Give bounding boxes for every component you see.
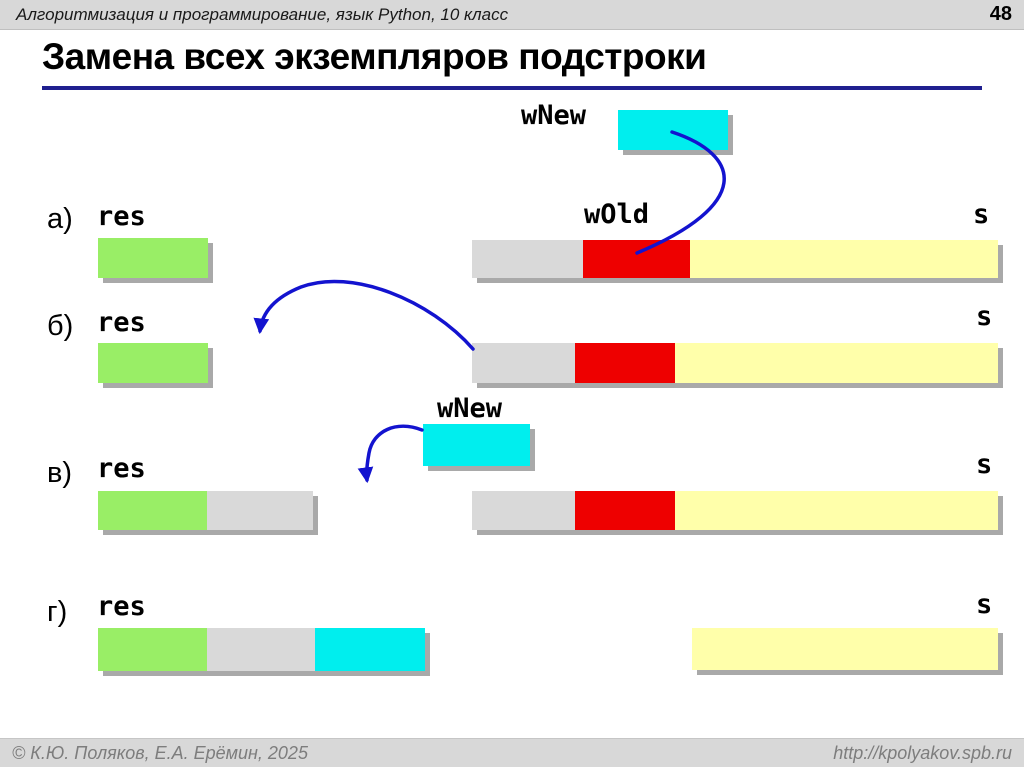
- row-v-s-wold-segment: [575, 491, 675, 530]
- wnew-top-box: [618, 110, 728, 150]
- row-v-s-label: s: [976, 449, 993, 480]
- row-b-res-box: [98, 343, 208, 383]
- arrow-s-to-res: [253, 279, 475, 351]
- row-b-letter: б): [47, 310, 74, 342]
- row-a-s-bar: [472, 240, 998, 278]
- header-band: Алгоритмизация и программирование, язык …: [0, 0, 1024, 30]
- row-a-res-green-segment: [98, 238, 208, 278]
- row-g-res-green-segment: [98, 628, 207, 671]
- row-b-s-gray-segment: [472, 343, 575, 383]
- wnew-mid-label: wNew: [437, 393, 503, 424]
- row-a-s-yellow-segment: [690, 240, 998, 278]
- row-b-s-bar: [472, 343, 998, 383]
- row-v-s-yellow-segment: [675, 491, 998, 530]
- row-g-s-yellow-segment: [692, 628, 998, 670]
- footer-band: © К.Ю. Поляков, Е.А. Ерёмин, 2025 http:/…: [0, 738, 1024, 767]
- row-g-s-bar: [692, 628, 998, 670]
- row-a-letter: а): [47, 203, 73, 235]
- row-b-s-wold-segment: [575, 343, 675, 383]
- row-g-res-gray-segment: [207, 628, 315, 671]
- row-g-s-label: s: [976, 589, 993, 620]
- row-g-res-box: [98, 628, 425, 671]
- row-a-res-label: res: [97, 201, 146, 232]
- row-v-s-gray-segment: [472, 491, 575, 530]
- page-title: Замена всех экземпляров подстроки: [42, 36, 707, 77]
- wnew-mid-segment: [423, 424, 530, 466]
- course-label: Алгоритмизация и программирование, язык …: [16, 5, 509, 24]
- row-v-res-box: [98, 491, 313, 530]
- row-g-letter: г): [47, 596, 68, 628]
- row-a-s-gray-segment: [472, 240, 583, 278]
- wnew-top-segment: [618, 110, 728, 150]
- title-underline: [42, 86, 982, 90]
- row-a-s-wold-segment: [583, 240, 690, 278]
- row-v-res-label: res: [97, 453, 146, 484]
- row-v-s-bar: [472, 491, 998, 530]
- site-url: http://kpolyakov.spb.ru: [833, 743, 1012, 763]
- copyright-label: © К.Ю. Поляков, Е.А. Ерёмин, 2025: [12, 743, 308, 763]
- row-a-s-label: s: [973, 199, 990, 230]
- row-b-s-yellow-segment: [675, 343, 998, 383]
- arrow-wnew-to-wold: [635, 130, 726, 255]
- row-g-res-cyan-segment: [315, 628, 425, 671]
- wnew-top-label: wNew: [521, 100, 587, 131]
- row-v-letter: в): [47, 457, 73, 489]
- wnew-mid-box: [423, 424, 530, 466]
- row-b-s-label: s: [976, 301, 993, 332]
- page-number: 48: [989, 3, 1012, 25]
- wold-label: wOld: [584, 199, 650, 230]
- arrow-wnew-to-res: [357, 424, 424, 484]
- row-g-res-label: res: [97, 591, 146, 622]
- row-b-res-green-segment: [98, 343, 208, 383]
- row-v-res-green-segment: [98, 491, 207, 530]
- row-a-res-box: [98, 238, 208, 278]
- row-b-res-label: res: [97, 307, 146, 338]
- row-v-res-gray-segment: [207, 491, 313, 530]
